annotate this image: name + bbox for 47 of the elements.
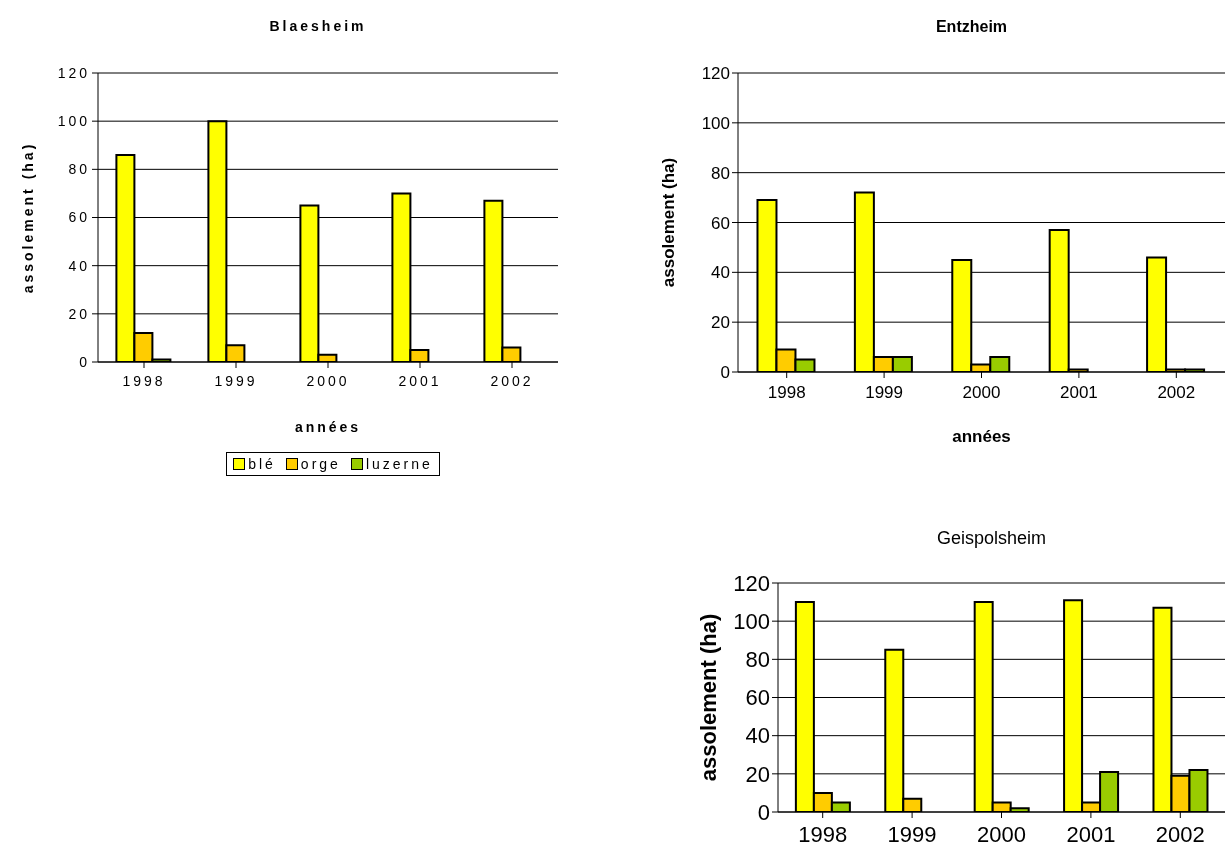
y-axis-title: assolement (ha) — [695, 613, 721, 782]
y-tick-label: 60 — [745, 685, 770, 711]
x-tick-label: 1998 — [122, 372, 166, 389]
legend-label: blé — [247, 456, 276, 472]
x-tick-label: 2001 — [1066, 821, 1116, 847]
y-tick-label: 80 — [711, 163, 730, 183]
x-tick-label: 1998 — [767, 383, 806, 403]
y-tick-label: 40 — [711, 263, 730, 283]
y-tick-label: 80 — [745, 647, 770, 673]
legend-label: orge — [299, 456, 341, 472]
y-tick-label: 120 — [57, 64, 90, 81]
chart-title: Geispolsheim — [935, 528, 1047, 550]
x-tick-label: 2002 — [1157, 383, 1196, 403]
y-tick-label: 40 — [745, 723, 770, 749]
x-tick-label: 1998 — [798, 821, 848, 847]
y-axis-title: assolement (ha) — [659, 157, 679, 288]
x-tick-label: 2000 — [306, 372, 350, 389]
x-tick-label: 1999 — [865, 383, 904, 403]
x-tick-label: 1999 — [887, 821, 937, 847]
x-tick-label: 2000 — [977, 821, 1026, 847]
y-tick-label: 20 — [68, 305, 90, 322]
y-tick-label: 0 — [79, 353, 90, 370]
chart-title: Entzheim — [934, 18, 1009, 37]
y-tick-label: 0 — [757, 799, 770, 825]
x-tick-label: 2002 — [1155, 821, 1205, 847]
x-tick-label: 1999 — [214, 372, 258, 389]
y-tick-label: 20 — [711, 313, 730, 333]
x-tick-label: 2001 — [398, 372, 442, 389]
x-tick-label: 2000 — [962, 383, 1001, 403]
y-tick-label: 120 — [701, 64, 730, 84]
x-axis-title: années — [294, 419, 362, 435]
y-tick-label: 80 — [68, 161, 90, 178]
y-tick-label: 60 — [711, 213, 730, 233]
x-axis-title: années — [952, 427, 1011, 446]
x-tick-label: 2001 — [1059, 383, 1098, 403]
y-tick-label: 20 — [745, 761, 770, 787]
x-tick-label: 2002 — [490, 372, 534, 389]
y-tick-label: 100 — [701, 113, 730, 133]
chart-title: Blaesheim — [268, 18, 368, 36]
y-axis-title: assolement (ha) — [19, 141, 36, 294]
legend-label: luzerne — [364, 456, 433, 472]
y-tick-label: 120 — [733, 570, 770, 596]
y-tick-label: 100 — [733, 608, 770, 634]
y-tick-label: 60 — [68, 209, 90, 226]
y-tick-label: 0 — [720, 363, 730, 383]
y-tick-label: 40 — [68, 257, 90, 274]
y-tick-label: 100 — [57, 113, 90, 130]
